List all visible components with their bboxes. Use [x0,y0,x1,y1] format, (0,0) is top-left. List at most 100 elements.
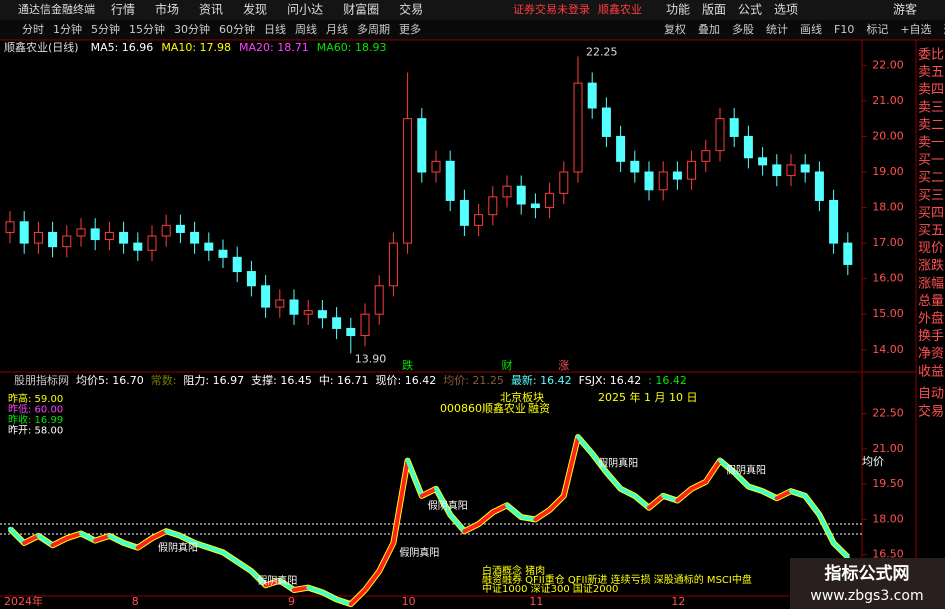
ma-label: MA5: 16.96 [91,41,154,54]
period-tab[interactable]: 更多 [399,22,421,36]
indicator-header: 股朋指标网 [14,373,69,387]
candle-body [175,224,185,233]
ticker-text: 融资融券 QFII重仓 QFII新进 连续亏损 深股通标的 MSCI中盘 [482,573,752,586]
period-tab[interactable]: 60分钟 [219,22,255,36]
ma-label: MA20: 18.71 [239,41,309,54]
indicator-segment [817,512,836,545]
watermark-url: www.zbgs3.com [810,588,923,604]
sidebar-item: 买四 [918,206,944,221]
toolbar [0,20,945,40]
menu-item[interactable]: 公式 [738,3,762,17]
sidebar-item: 外盘 [918,311,944,327]
period-tab[interactable]: 日线 [264,22,286,36]
indicator-segment [689,479,708,491]
period-tab[interactable]: 周线 [295,22,317,36]
sidebar-item: 卖二 [918,118,944,133]
indicator-label: 昨收: 16.99 [8,413,63,426]
tool-button[interactable]: 返回 [944,23,945,36]
indicator-segment [405,458,424,498]
indicator-info: 融资 [528,402,550,415]
candle-body [147,235,157,251]
candle-body [587,82,597,109]
menu-item[interactable]: 发现 [243,2,267,17]
x-tick-label: 2024年 [4,594,43,608]
menu-item[interactable]: 行情 [111,3,135,17]
period-tab[interactable]: 1分钟 [53,22,82,36]
candle-body [62,235,72,248]
candle-body [758,157,768,166]
candle-body [332,317,342,329]
tool-button[interactable]: 叠加 [698,23,720,36]
indicator-header: FSJX: 16.42 [579,374,642,387]
y-tick-label: 16.00 [872,272,904,285]
indicator-segment [121,540,140,550]
event-marker: 涨 [558,359,569,372]
indicator-segment [448,512,467,534]
period-tab[interactable]: 月线 [326,22,348,36]
tool-button[interactable]: F10 [834,23,854,36]
period-tab[interactable]: 分时 [22,23,44,36]
candle-body [843,242,853,265]
y-tick-label: 15.00 [872,307,904,320]
indicator-segment [434,486,453,517]
period-tab[interactable]: 15分钟 [129,22,165,36]
indicator-segment [746,484,765,494]
indicator-segment [263,578,282,588]
sidebar-item[interactable]: 自动 [918,387,944,402]
sidebar-item: 卖四 [918,83,944,98]
tool-button[interactable]: 多股 [732,22,754,36]
sidebar-item: 卖五 [918,65,944,80]
signal-label: 假阴真阳 [158,541,198,554]
candle-body [388,242,398,287]
menu-item[interactable]: 功能 [666,3,690,17]
candle-body [275,299,285,308]
tool-button[interactable]: 复权 [664,22,686,36]
menu-item[interactable]: 交易 [399,2,423,17]
indicator-segment [803,493,822,517]
menu-item[interactable]: 版面 [702,3,726,17]
indicator-info: 000860 [440,402,482,415]
x-tick-label: 12 [671,595,685,608]
menu-item[interactable]: 市场 [155,2,179,17]
watermark-box [790,558,945,609]
menu-item[interactable]: 问小达 [287,3,323,17]
user[interactable]: 游客 [893,2,917,17]
y-tick-label: 19.50 [872,477,904,490]
candle-body [658,171,668,191]
menu-item[interactable]: 资讯 [199,3,223,17]
signal-label: 假阴真阳 [726,464,766,477]
y-tick-label: 18.00 [872,201,904,214]
indicator-segment [661,493,680,503]
sidebar-item: 总量 [918,294,944,309]
indicator-segment [647,493,666,510]
sidebar-item[interactable]: 交易 [918,404,944,420]
indicator-segment [718,458,737,475]
candle-body [232,256,242,273]
period-tab[interactable]: 5分钟 [91,22,120,36]
tool-button[interactable]: +自选 [900,23,931,36]
indicator-segment [377,540,396,574]
indicator-segment [292,585,311,592]
indicator-label: 昨低: 60.00 [8,403,63,416]
y-tick-label: 19.00 [872,165,904,178]
indicator-header: : 16.42 [648,374,687,387]
notice: 证券交易未登录 [513,2,590,16]
indicator-info: 均价 [862,455,884,468]
menu-item[interactable]: 选项 [774,3,798,17]
candle-body [786,164,796,177]
x-tick-label: 8 [132,595,139,608]
tool-button[interactable]: 统计 [766,23,788,36]
x-tick-label: 9 [288,595,295,608]
indicator-segment [79,531,98,543]
candle-body [289,299,299,315]
tool-button[interactable]: 标记 [866,22,888,36]
indicator-header: 均价5: 16.70 [76,374,144,387]
indicator-segment [476,510,495,527]
candle-body [119,231,129,244]
indicator-segment [150,529,169,541]
tool-button[interactable]: 画线 [800,22,822,36]
period-tab[interactable]: 多周期 [357,22,390,36]
candle-body [488,196,498,216]
period-tab[interactable]: 30分钟 [174,22,210,36]
menu-item[interactable]: 财富圈 [343,2,379,17]
